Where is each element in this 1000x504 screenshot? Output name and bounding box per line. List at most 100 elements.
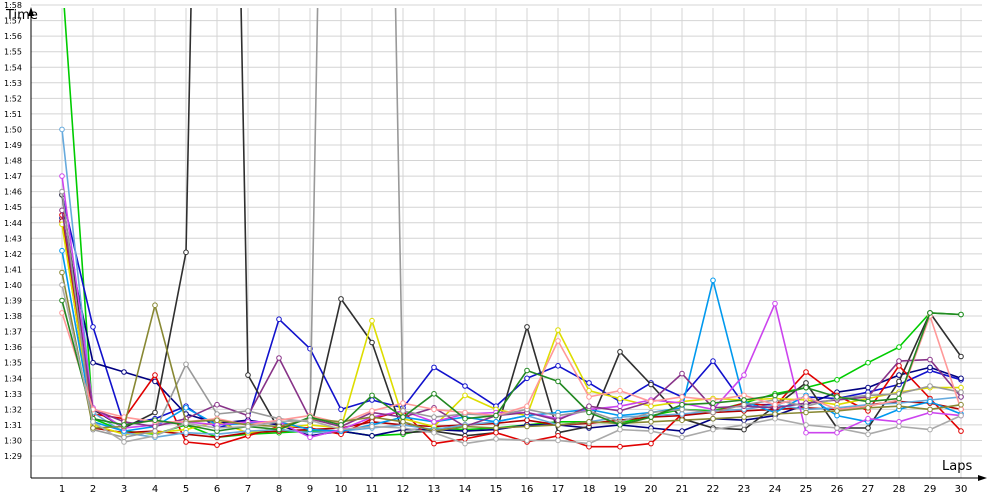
data-point: [772, 397, 778, 403]
data-point: [679, 417, 685, 424]
data-point: [307, 434, 313, 441]
data-point: [617, 412, 623, 419]
series-group: [59, 8, 964, 450]
data-point: [524, 423, 530, 430]
data-point: [90, 324, 96, 330]
data-point: [400, 419, 406, 425]
x-tick-label: 16: [521, 484, 534, 495]
x-tick-label: 30: [955, 484, 968, 495]
data-point: [586, 387, 592, 394]
data-point: [90, 419, 96, 425]
y-tick-label: 1:54: [4, 63, 22, 72]
x-tick-label: 13: [428, 484, 441, 495]
data-point: [617, 443, 623, 450]
data-point: [958, 389, 964, 396]
data-point: [927, 426, 933, 433]
data-point: [958, 311, 964, 318]
data-point: [152, 372, 158, 378]
data-point: [59, 269, 65, 276]
data-point: [245, 412, 251, 419]
data-point: [400, 429, 406, 436]
series-line: [61, 224, 961, 436]
data-point: [958, 384, 964, 391]
data-point: [462, 423, 468, 430]
data-point: [834, 425, 840, 431]
y-tick-label: 1:46: [4, 188, 22, 197]
data-point: [927, 406, 933, 413]
data-point: [617, 349, 623, 355]
data-point: [245, 423, 251, 430]
data-point: [121, 434, 127, 441]
data-point: [431, 391, 437, 397]
series-line: [61, 300, 962, 432]
data-point: [586, 440, 592, 447]
y-tick-label: 1:52: [4, 94, 22, 103]
y-tick-label: 1:34: [4, 374, 22, 383]
data-point: [803, 429, 809, 436]
data-point: [772, 411, 778, 417]
x-tick-label: 21: [676, 484, 689, 495]
data-point: [462, 392, 468, 399]
data-point: [803, 422, 809, 428]
data-point: [710, 400, 716, 406]
data-point: [431, 419, 437, 425]
data-point: [648, 381, 654, 388]
x-tick-label: 2: [90, 484, 96, 495]
data-point: [617, 408, 623, 414]
x-tick-label: 23: [738, 484, 751, 495]
data-point: [462, 428, 468, 434]
data-point: [245, 372, 251, 378]
data-point: [183, 249, 189, 256]
y-tick-label: 1:55: [4, 48, 22, 57]
data-point: [803, 369, 809, 375]
data-point: [493, 429, 499, 436]
series-line: [61, 250, 962, 432]
series-16: [59, 282, 964, 447]
data-point: [834, 377, 840, 383]
y-tick-label: 1:36: [4, 343, 22, 352]
data-point: [493, 419, 499, 425]
data-point: [648, 398, 654, 405]
series-line: [61, 214, 962, 448]
data-point: [369, 433, 375, 439]
data-point: [462, 415, 468, 422]
data-point: [214, 411, 220, 417]
series-12: [59, 8, 964, 441]
y-tick-label: 1:48: [4, 157, 22, 166]
data-point: [338, 406, 344, 413]
x-tick-label: 27: [862, 484, 875, 495]
data-point: [214, 417, 220, 424]
series-4: [59, 8, 964, 439]
data-point: [772, 415, 778, 422]
data-point: [369, 397, 375, 403]
data-point: [524, 403, 530, 410]
y-tick-label: 1:57: [4, 17, 22, 26]
data-point: [59, 173, 65, 179]
data-point: [586, 394, 592, 400]
data-point: [648, 414, 654, 420]
data-point: [710, 277, 716, 284]
data-point: [648, 428, 654, 434]
data-point: [803, 409, 809, 416]
data-point: [152, 409, 158, 416]
data-point: [524, 367, 530, 374]
data-point: [121, 369, 127, 375]
data-point: [369, 414, 375, 420]
data-point: [617, 395, 623, 402]
x-axis-title: Laps: [942, 459, 972, 474]
data-point: [59, 297, 65, 304]
x-tick-label: 14: [459, 484, 472, 495]
data-point: [927, 383, 933, 389]
y-tick-label: 1:33: [4, 390, 22, 399]
data-point: [152, 417, 158, 424]
data-point: [679, 401, 685, 408]
y-tick-label: 1:30: [4, 436, 22, 445]
data-point: [679, 411, 685, 417]
data-point: [896, 419, 902, 425]
data-point: [958, 375, 964, 382]
data-point: [152, 428, 158, 434]
data-point: [276, 419, 282, 425]
series-line: [61, 8, 962, 439]
data-point: [369, 423, 375, 430]
